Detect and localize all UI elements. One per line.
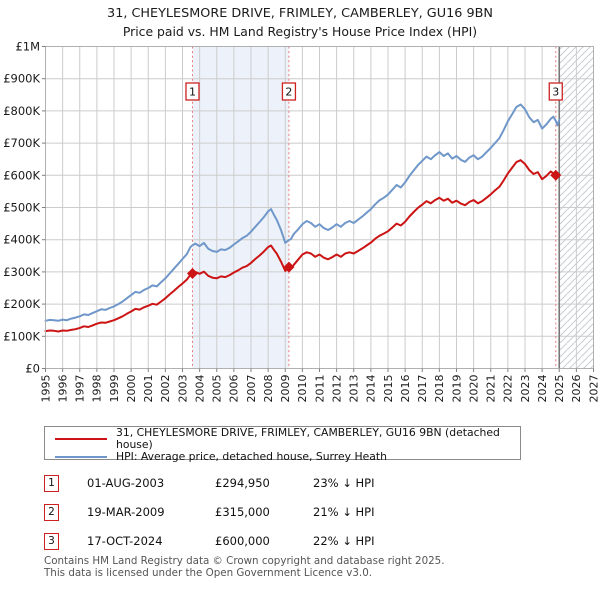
legend-label-property: 31, CHEYLESMORE DRIVE, FRIMLEY, CAMBERLE… [116,426,500,451]
y-tick-label: £1M [15,40,40,54]
footer-line1: Contains HM Land Registry data © Crown c… [44,555,445,567]
transaction-row: 3 17-OCT-2024 £600,000 22% ↓ HPI [44,532,464,551]
transaction-hpi-delta: 23% ↓ HPI [313,476,375,490]
y-tick-label: £0 [25,362,40,376]
x-tick-label: 2012 [330,375,343,403]
x-tick-label: 2021 [485,375,498,403]
x-tick-label: 2015 [382,375,395,403]
sale-point-markers [186,169,562,280]
x-tick-label: 2023 [519,375,532,403]
y-tick-label: £600K [3,168,40,182]
transaction-price: £600,000 [215,533,270,548]
y-axis-price-labels: £0 £100K £200K £300K £400K £500K £600K £700K £80… [3,40,40,376]
y-tick-label: £700K [3,136,40,150]
transaction-date: 19-MAR-2009 [87,504,165,519]
sale-diamond-marker [283,261,295,273]
legend: 31, CHEYLESMORE DRIVE, FRIMLEY, CAMBERLE… [44,426,521,463]
x-tick-label: 2002 [159,375,172,403]
chart-title-line1: 31, CHEYLESMORE DRIVE, FRIMLEY, CAMBERLE… [107,6,493,21]
hpi-line [44,103,561,322]
x-tick-label: 2007 [245,375,258,403]
property-price-line [44,159,557,333]
series-lines [44,103,561,333]
sale-event-lines [191,46,557,369]
future-hatch [559,46,594,369]
x-tick-label: 2006 [228,375,241,403]
x-tick-label: 2003 [176,375,189,403]
hpi-line-swatch [55,455,107,459]
x-tick-label: 2001 [142,375,155,403]
x-tick-label: 2005 [211,375,224,403]
price-history-chart: 1995 1996 1997 1998 1999 2000 2001 2002 2003 2004… [3,40,600,403]
x-tick-label: 1997 [74,375,87,403]
x-tick-label: 2020 [467,375,480,403]
gridlines [45,46,594,369]
plot-frame-and-ticks [42,46,594,372]
legend-row-property: 31, CHEYLESMORE DRIVE, FRIMLEY, CAMBERLE… [55,427,520,451]
transaction-date: 01-AUG-2003 [87,476,165,490]
sale-number-badge-box [548,82,563,101]
sale-number-badge-box [185,82,200,101]
y-tick-label: £100K [3,329,40,343]
x-tick-label: 1996 [56,375,69,403]
x-tick-label: 2014 [365,375,378,403]
x-tick-label: 1999 [108,375,121,403]
transaction-number-badge: 3 [44,532,59,550]
legend-label-hpi: HPI: Average price, detached house, Surr… [116,450,387,463]
property-line-swatch [55,437,107,441]
y-tick-label: £900K [3,72,40,86]
transaction-price: £294,950 [215,476,270,490]
transaction-price: £315,000 [215,504,270,519]
y-tick-label: £800K [3,104,40,118]
y-tick-label: £400K [3,233,40,247]
x-tick-label: 2022 [502,375,515,403]
transaction-hpi-delta: 21% ↓ HPI [313,504,375,519]
license-footer: Contains HM Land Registry data © Crown c… [44,555,445,579]
transaction-row: 1 01-AUG-2003 £294,950 23% ↓ HPI [44,475,464,493]
transaction-number-badge: 1 [44,475,59,492]
x-tick-label: 2013 [348,375,361,403]
legend-row-hpi: HPI: Average price, detached house, Surr… [55,451,520,463]
sale-diamond-marker [186,268,198,280]
sale-number-badge-label: 3 [552,86,559,99]
chart-title-line2: Price paid vs. HM Land Registry's House … [122,24,478,39]
x-tick-label: 2019 [450,375,463,403]
y-tick-label: £500K [3,201,40,215]
transaction-number-badge: 2 [44,503,59,521]
x-tick-label: 1998 [91,375,104,403]
x-tick-label: 2025 [553,375,566,403]
sale-number-badge-label: 2 [285,86,292,99]
x-tick-label: 2004 [193,375,206,403]
sale-number-badges: 1 2 3 [185,82,563,101]
transaction-row: 2 19-MAR-2009 £315,000 21% ↓ HPI [44,503,464,522]
x-tick-label: 2000 [125,375,138,403]
sale-diamond-marker [550,169,562,181]
x-tick-label: 1995 [39,375,52,403]
sale-number-badge-label: 1 [189,86,196,99]
x-tick-label: 2017 [416,375,429,403]
x-tick-label: 2027 [587,375,600,403]
transaction-hpi-delta: 22% ↓ HPI [313,533,375,548]
x-tick-label: 2024 [536,375,549,403]
x-tick-label: 2011 [313,375,326,403]
x-tick-label: 2018 [433,375,446,403]
y-tick-label: £300K [3,265,40,279]
x-tick-label: 2016 [399,375,412,403]
x-axis-year-labels: 1995 1996 1997 1998 1999 2000 2001 2002 2003 2004… [39,375,600,403]
x-tick-label: 2026 [570,375,583,403]
x-tick-label: 2010 [296,375,309,403]
x-tick-label: 2008 [262,375,275,403]
chart-title: 31, CHEYLESMORE DRIVE, FRIMLEY, CAMBERLE… [0,6,600,39]
transaction-date: 17-OCT-2024 [87,533,163,548]
sale-number-badge-box [281,82,297,101]
y-tick-label: £200K [3,297,40,311]
future-hatched-region [558,46,594,369]
footer-line2: This data is licensed under the Open Gov… [44,566,373,579]
x-tick-label: 2009 [279,375,292,403]
